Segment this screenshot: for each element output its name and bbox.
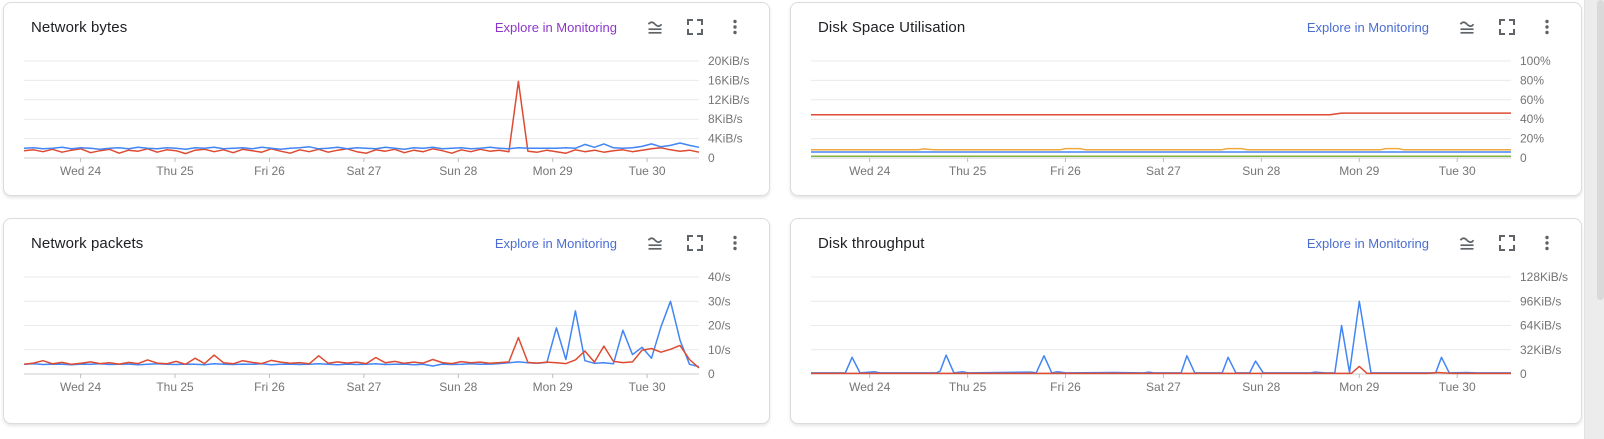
svg-text:30/s: 30/s <box>708 294 731 308</box>
svg-text:Wed 24: Wed 24 <box>849 164 890 178</box>
card-header: Disk Space Utilisation Explore in Monito… <box>791 3 1581 49</box>
svg-text:Mon 29: Mon 29 <box>533 380 573 394</box>
svg-text:Sat 27: Sat 27 <box>1146 380 1181 394</box>
explore-in-monitoring-link[interactable]: Explore in Monitoring <box>494 19 617 35</box>
svg-text:20KiB/s: 20KiB/s <box>708 54 749 68</box>
svg-text:Sat 27: Sat 27 <box>1146 164 1181 178</box>
svg-text:16KiB/s: 16KiB/s <box>708 73 749 87</box>
svg-text:Thu 25: Thu 25 <box>949 164 987 178</box>
svg-text:Wed 24: Wed 24 <box>60 164 101 178</box>
svg-text:80%: 80% <box>1520 73 1544 87</box>
svg-text:32KiB/s: 32KiB/s <box>1520 343 1561 357</box>
svg-text:60%: 60% <box>1520 93 1544 107</box>
overflow-menu-icon[interactable] <box>725 17 745 37</box>
svg-text:Wed 24: Wed 24 <box>849 380 890 394</box>
svg-text:128KiB/s: 128KiB/s <box>1520 270 1568 284</box>
svg-text:Mon 29: Mon 29 <box>533 164 573 178</box>
svg-text:Mon 29: Mon 29 <box>1339 164 1379 178</box>
chart-card-disk-throughput: Disk throughput Explore in Monitoring 12… <box>790 218 1582 424</box>
fullscreen-icon[interactable] <box>1497 233 1517 253</box>
scrollbar-thumb[interactable] <box>1597 0 1604 300</box>
svg-text:Wed 24: Wed 24 <box>60 380 101 394</box>
svg-text:40%: 40% <box>1520 112 1544 126</box>
svg-text:0: 0 <box>1520 367 1527 381</box>
card-header: Network bytes Explore in Monitoring <box>4 3 769 49</box>
area-chart-icon[interactable] <box>645 17 665 37</box>
area-chart-icon[interactable] <box>1457 233 1477 253</box>
svg-text:64KiB/s: 64KiB/s <box>1520 319 1561 333</box>
card-controls: Explore in Monitoring <box>495 233 745 253</box>
svg-text:96KiB/s: 96KiB/s <box>1520 294 1561 308</box>
card-header: Disk throughput Explore in Monitoring <box>791 219 1581 265</box>
svg-text:12KiB/s: 12KiB/s <box>708 93 749 107</box>
svg-text:0: 0 <box>708 367 715 381</box>
svg-text:Tue 30: Tue 30 <box>629 164 666 178</box>
svg-text:20%: 20% <box>1520 132 1544 146</box>
chart-card-disk-space-utilisation: Disk Space Utilisation Explore in Monito… <box>790 2 1582 196</box>
svg-text:10/s: 10/s <box>708 343 731 357</box>
svg-text:20/s: 20/s <box>708 319 731 333</box>
chart-card-network-bytes: Network bytes Explore in Monitoring 20Ki… <box>3 2 770 196</box>
svg-text:Tue 30: Tue 30 <box>629 380 666 394</box>
network-bytes-chart[interactable]: 20KiB/s 16KiB/s 12KiB/s 8KiB/s 4KiB/s 0 Wed 24… <box>4 49 769 195</box>
svg-text:Sun 28: Sun 28 <box>439 164 477 178</box>
svg-text:100%: 100% <box>1520 54 1551 68</box>
svg-text:8KiB/s: 8KiB/s <box>708 112 743 126</box>
fullscreen-icon[interactable] <box>685 233 705 253</box>
card-header: Network packets Explore in Monitoring <box>4 219 769 265</box>
svg-text:0: 0 <box>1520 151 1527 165</box>
svg-text:Fri 26: Fri 26 <box>1050 380 1081 394</box>
svg-text:Thu 25: Thu 25 <box>156 380 194 394</box>
disk-space-utilisation-chart[interactable]: 100% 80% 60% 40% 20% 0 Wed 24 Thu 25 Fri 26 Sat 2… <box>791 49 1581 195</box>
svg-text:Fri 26: Fri 26 <box>254 164 285 178</box>
card-title: Disk Space Utilisation <box>818 18 966 36</box>
svg-text:Sat 27: Sat 27 <box>347 164 382 178</box>
svg-text:40/s: 40/s <box>708 270 731 284</box>
svg-text:Sun 28: Sun 28 <box>439 380 477 394</box>
svg-text:Thu 25: Thu 25 <box>949 380 987 394</box>
card-controls: Explore in Monitoring <box>495 17 745 37</box>
card-controls: Explore in Monitoring <box>1307 233 1557 253</box>
svg-text:0: 0 <box>708 151 715 165</box>
overflow-menu-icon[interactable] <box>1537 17 1557 37</box>
explore-in-monitoring-link[interactable]: Explore in Monitoring <box>494 235 617 251</box>
explore-in-monitoring-link[interactable]: Explore in Monitoring <box>1306 235 1429 251</box>
fullscreen-icon[interactable] <box>1497 17 1517 37</box>
area-chart-icon[interactable] <box>645 233 665 253</box>
chart-card-network-packets: Network packets Explore in Monitoring 40… <box>3 218 770 424</box>
svg-text:Tue 30: Tue 30 <box>1439 380 1476 394</box>
svg-text:Fri 26: Fri 26 <box>254 380 285 394</box>
svg-text:Fri 26: Fri 26 <box>1050 164 1081 178</box>
disk-throughput-chart[interactable]: 128KiB/s 96KiB/s 64KiB/s 32KiB/s 0 Wed 24 Thu … <box>791 265 1581 423</box>
explore-in-monitoring-link[interactable]: Explore in Monitoring <box>1306 19 1429 35</box>
overflow-menu-icon[interactable] <box>1537 233 1557 253</box>
card-controls: Explore in Monitoring <box>1307 17 1557 37</box>
overflow-menu-icon[interactable] <box>725 233 745 253</box>
svg-text:Sun 28: Sun 28 <box>1242 164 1280 178</box>
svg-text:4KiB/s: 4KiB/s <box>708 132 743 146</box>
svg-text:Mon 29: Mon 29 <box>1339 380 1379 394</box>
svg-text:Sat 27: Sat 27 <box>347 380 382 394</box>
card-title: Disk throughput <box>818 234 925 252</box>
area-chart-icon[interactable] <box>1457 17 1477 37</box>
network-packets-chart[interactable]: 40/s 30/s 20/s 10/s 0 Wed 24 Thu 25 Fri 26 Sat 2… <box>4 265 769 423</box>
card-title: Network packets <box>31 234 144 252</box>
card-title: Network bytes <box>31 18 128 36</box>
svg-text:Tue 30: Tue 30 <box>1439 164 1476 178</box>
svg-text:Sun 28: Sun 28 <box>1242 380 1280 394</box>
svg-text:Thu 25: Thu 25 <box>156 164 194 178</box>
fullscreen-icon[interactable] <box>685 17 705 37</box>
